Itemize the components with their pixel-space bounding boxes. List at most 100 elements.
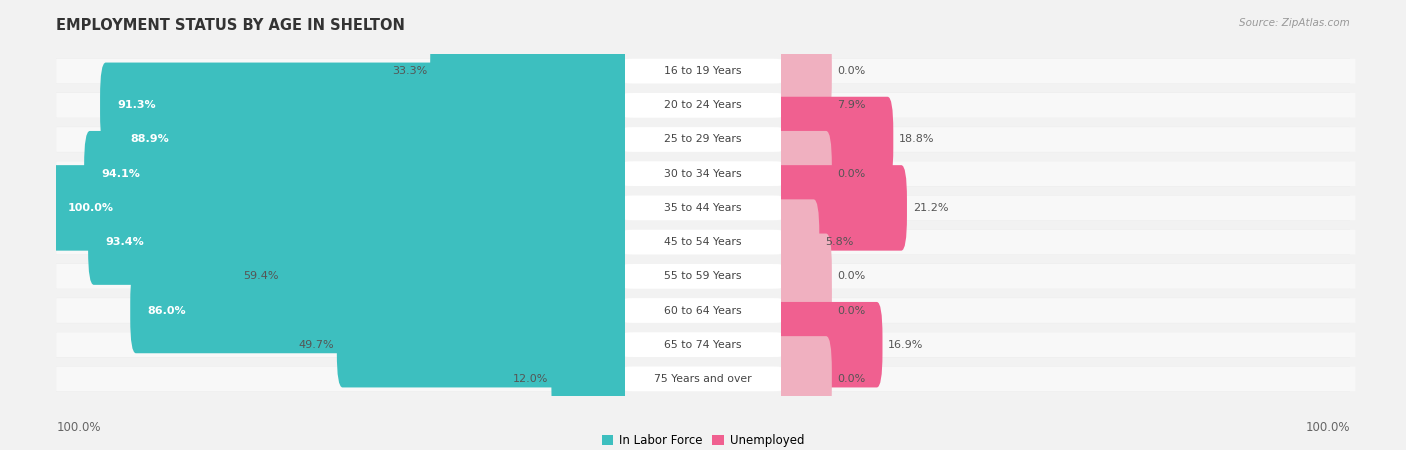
- FancyBboxPatch shape: [775, 199, 820, 285]
- FancyBboxPatch shape: [430, 28, 631, 114]
- FancyBboxPatch shape: [56, 93, 626, 117]
- FancyBboxPatch shape: [114, 97, 631, 182]
- Text: 100.0%: 100.0%: [1305, 421, 1350, 434]
- FancyBboxPatch shape: [780, 162, 1350, 186]
- FancyBboxPatch shape: [626, 59, 780, 83]
- FancyBboxPatch shape: [626, 162, 780, 186]
- FancyBboxPatch shape: [775, 97, 893, 182]
- FancyBboxPatch shape: [780, 230, 1355, 254]
- Text: 16 to 19 Years: 16 to 19 Years: [664, 66, 742, 76]
- Text: 100.0%: 100.0%: [56, 421, 101, 434]
- Text: EMPLOYMENT STATUS BY AGE IN SHELTON: EMPLOYMENT STATUS BY AGE IN SHELTON: [56, 18, 405, 33]
- Text: 7.9%: 7.9%: [837, 100, 866, 110]
- Text: 59.4%: 59.4%: [243, 271, 278, 281]
- FancyBboxPatch shape: [56, 162, 626, 186]
- FancyBboxPatch shape: [780, 127, 1350, 152]
- FancyBboxPatch shape: [56, 367, 631, 391]
- FancyBboxPatch shape: [626, 127, 780, 152]
- FancyBboxPatch shape: [780, 264, 1350, 288]
- FancyBboxPatch shape: [56, 196, 631, 220]
- FancyBboxPatch shape: [56, 333, 631, 357]
- Text: 25 to 29 Years: 25 to 29 Years: [664, 135, 742, 144]
- FancyBboxPatch shape: [780, 127, 1355, 152]
- Text: 75 Years and over: 75 Years and over: [654, 374, 752, 384]
- FancyBboxPatch shape: [551, 336, 631, 422]
- FancyBboxPatch shape: [620, 367, 786, 391]
- Text: 0.0%: 0.0%: [838, 169, 866, 179]
- FancyBboxPatch shape: [56, 127, 626, 152]
- Text: 5.8%: 5.8%: [825, 237, 853, 247]
- Text: 55 to 59 Years: 55 to 59 Years: [664, 271, 742, 281]
- FancyBboxPatch shape: [56, 264, 631, 288]
- FancyBboxPatch shape: [56, 367, 626, 391]
- Text: 45 to 54 Years: 45 to 54 Years: [664, 237, 742, 247]
- Text: 30 to 34 Years: 30 to 34 Years: [664, 169, 742, 179]
- FancyBboxPatch shape: [775, 165, 907, 251]
- Text: 100.0%: 100.0%: [67, 203, 114, 213]
- FancyBboxPatch shape: [56, 127, 631, 152]
- Text: 18.8%: 18.8%: [898, 135, 935, 144]
- FancyBboxPatch shape: [780, 367, 1350, 391]
- FancyBboxPatch shape: [620, 127, 786, 152]
- FancyBboxPatch shape: [780, 298, 1355, 323]
- FancyBboxPatch shape: [56, 230, 631, 254]
- FancyBboxPatch shape: [775, 63, 831, 148]
- FancyBboxPatch shape: [620, 298, 786, 323]
- FancyBboxPatch shape: [780, 367, 1355, 391]
- Text: 94.1%: 94.1%: [101, 169, 141, 179]
- FancyBboxPatch shape: [56, 264, 626, 288]
- FancyBboxPatch shape: [56, 59, 631, 83]
- FancyBboxPatch shape: [281, 234, 631, 319]
- Text: 91.3%: 91.3%: [117, 100, 156, 110]
- FancyBboxPatch shape: [780, 162, 1355, 186]
- FancyBboxPatch shape: [775, 302, 883, 387]
- FancyBboxPatch shape: [775, 28, 832, 114]
- Text: 0.0%: 0.0%: [838, 374, 866, 384]
- Text: 21.2%: 21.2%: [912, 203, 948, 213]
- FancyBboxPatch shape: [337, 302, 631, 387]
- FancyBboxPatch shape: [51, 165, 631, 251]
- FancyBboxPatch shape: [56, 298, 626, 323]
- FancyBboxPatch shape: [620, 333, 786, 357]
- FancyBboxPatch shape: [626, 230, 780, 254]
- FancyBboxPatch shape: [775, 234, 832, 319]
- FancyBboxPatch shape: [89, 199, 631, 285]
- FancyBboxPatch shape: [775, 336, 832, 422]
- FancyBboxPatch shape: [780, 59, 1350, 83]
- FancyBboxPatch shape: [56, 298, 631, 323]
- Text: 33.3%: 33.3%: [392, 66, 427, 76]
- Text: 60 to 64 Years: 60 to 64 Years: [664, 306, 742, 315]
- Text: 16.9%: 16.9%: [889, 340, 924, 350]
- Text: Source: ZipAtlas.com: Source: ZipAtlas.com: [1239, 18, 1350, 28]
- FancyBboxPatch shape: [780, 59, 1355, 83]
- FancyBboxPatch shape: [620, 93, 786, 117]
- Legend: In Labor Force, Unemployed: In Labor Force, Unemployed: [598, 429, 808, 450]
- FancyBboxPatch shape: [780, 93, 1355, 117]
- FancyBboxPatch shape: [780, 196, 1355, 220]
- FancyBboxPatch shape: [626, 333, 780, 357]
- FancyBboxPatch shape: [56, 93, 631, 117]
- FancyBboxPatch shape: [780, 298, 1350, 323]
- Text: 88.9%: 88.9%: [131, 135, 170, 144]
- FancyBboxPatch shape: [780, 93, 1350, 117]
- Text: 0.0%: 0.0%: [838, 306, 866, 315]
- FancyBboxPatch shape: [626, 264, 780, 288]
- FancyBboxPatch shape: [775, 131, 832, 216]
- Text: 86.0%: 86.0%: [148, 306, 186, 315]
- FancyBboxPatch shape: [626, 93, 780, 117]
- FancyBboxPatch shape: [620, 162, 786, 186]
- FancyBboxPatch shape: [56, 59, 626, 83]
- FancyBboxPatch shape: [56, 333, 626, 357]
- FancyBboxPatch shape: [56, 196, 626, 220]
- FancyBboxPatch shape: [626, 196, 780, 220]
- Text: 20 to 24 Years: 20 to 24 Years: [664, 100, 742, 110]
- FancyBboxPatch shape: [626, 367, 780, 391]
- Text: 49.7%: 49.7%: [298, 340, 335, 350]
- FancyBboxPatch shape: [780, 333, 1350, 357]
- Text: 0.0%: 0.0%: [838, 66, 866, 76]
- FancyBboxPatch shape: [780, 333, 1355, 357]
- FancyBboxPatch shape: [56, 162, 631, 186]
- Text: 93.4%: 93.4%: [105, 237, 143, 247]
- Text: 65 to 74 Years: 65 to 74 Years: [664, 340, 742, 350]
- FancyBboxPatch shape: [780, 264, 1355, 288]
